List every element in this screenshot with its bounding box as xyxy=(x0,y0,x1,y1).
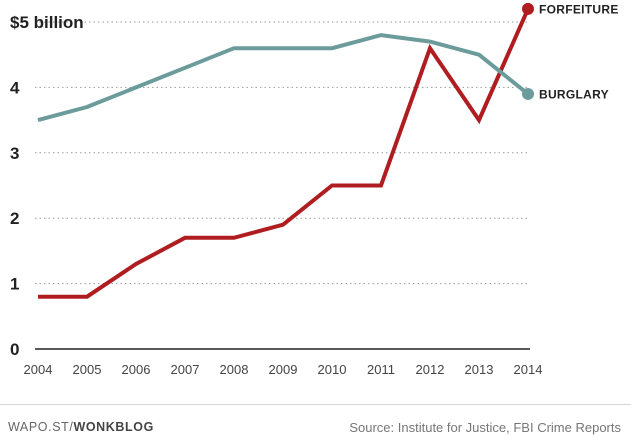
y-tick-label: $5 billion xyxy=(10,13,84,32)
series-group: FORFEITURE BURGLARY xyxy=(37,2,619,299)
burglary-series-label: BURGLARY xyxy=(539,87,609,101)
y-tick-label: 0 xyxy=(10,340,19,359)
source-note: Source: Institute for Justice, FBI Crime… xyxy=(349,420,621,435)
forfeiture-end-marker xyxy=(522,2,534,15)
burglary-end-marker xyxy=(522,87,534,100)
x-tick-label: 2012 xyxy=(416,362,445,377)
gridlines xyxy=(35,21,530,350)
y-tick-label: 4 xyxy=(10,78,20,97)
y-tick-label: 2 xyxy=(10,209,19,228)
x-tick-label: 2008 xyxy=(220,362,249,377)
footer-divider xyxy=(0,404,631,405)
x-tick-label: 2006 xyxy=(122,362,151,377)
y-tick-label: 3 xyxy=(10,144,19,163)
x-tick-label: 2011 xyxy=(367,362,395,377)
x-tick-label: 2004 xyxy=(24,362,53,377)
x-tick-label: 2007 xyxy=(171,362,200,377)
x-tick-label: 2009 xyxy=(269,362,298,377)
credit-brand: WONKBLOG xyxy=(73,420,154,434)
x-tick-label: 2010 xyxy=(318,362,347,377)
x-tick-label: 2013 xyxy=(465,362,494,377)
footer: WAPO.ST/WONKBLOG Source: Institute for J… xyxy=(0,404,631,446)
forfeiture-series-label: FORFEITURE xyxy=(539,2,619,16)
credit-prefix: WAPO.ST/ xyxy=(8,420,74,434)
x-axis: 2004 2005 2006 2007 2008 2009 2010 2011 2012 2013… xyxy=(24,362,543,377)
credit: WAPO.ST/WONKBLOG xyxy=(8,420,154,434)
y-axis: 0 1 2 3 4 $5 billion xyxy=(10,13,84,359)
line-chart: 0 1 2 3 4 $5 billion 2004 2005 2006 2007 2008 2009… xyxy=(10,2,619,377)
x-tick-label: 2014 xyxy=(514,362,543,377)
forfeiture-line xyxy=(38,8,530,299)
x-tick-label: 2005 xyxy=(73,362,102,377)
y-tick-label: 1 xyxy=(10,275,19,294)
burglary-line xyxy=(37,33,530,123)
